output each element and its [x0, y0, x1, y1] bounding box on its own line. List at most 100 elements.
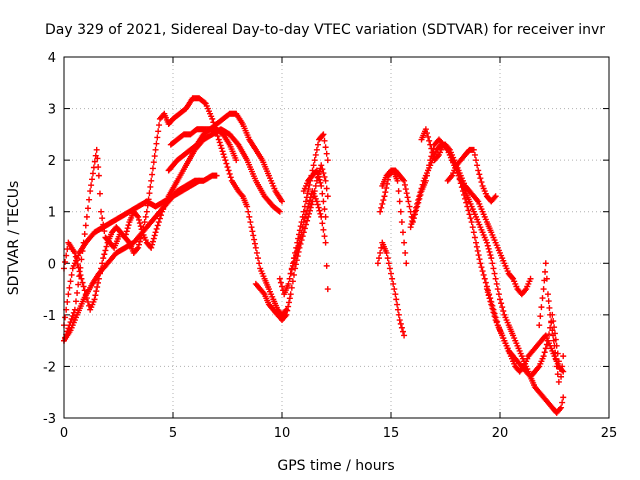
data-point: [551, 342, 558, 349]
data-point: [321, 206, 328, 213]
series-pass-15: [407, 141, 567, 375]
data-point: [306, 197, 313, 204]
data-point: [527, 275, 534, 282]
data-point: [319, 166, 326, 173]
data-point: [468, 219, 475, 226]
data-point: [402, 186, 409, 193]
data-point: [396, 317, 403, 324]
data-point: [220, 151, 227, 158]
data-point: [394, 177, 401, 184]
data-point: [536, 322, 543, 329]
data-point: [543, 275, 550, 282]
data-point: [282, 313, 289, 320]
x-axis-title: GPS time / hours: [277, 458, 394, 474]
data-point: [196, 177, 203, 184]
data-point: [313, 146, 320, 153]
data-point: [405, 198, 412, 205]
data-point: [491, 270, 498, 277]
data-point: [398, 324, 405, 331]
data-point: [284, 307, 291, 314]
data-point: [78, 275, 85, 282]
data-point: [497, 296, 503, 303]
data-point: [68, 271, 75, 278]
data-point: [317, 210, 324, 217]
data-point: [509, 274, 516, 281]
data-point: [394, 301, 401, 308]
data-point: [324, 193, 331, 200]
data-point: [94, 155, 101, 162]
y-tick-label: 2: [48, 154, 56, 169]
data-point: [428, 145, 435, 152]
data-point: [494, 286, 501, 293]
data-point: [314, 201, 321, 208]
data-point: [323, 150, 330, 157]
data-point: [286, 295, 293, 302]
data-point: [425, 133, 432, 140]
x-tick-label: 15: [383, 426, 400, 441]
data-point: [151, 153, 158, 160]
data-point: [540, 286, 547, 293]
x-tick-label: 0: [60, 426, 68, 441]
data-point: [101, 251, 108, 258]
data-point: [302, 211, 309, 218]
data-point: [483, 286, 490, 293]
data-point: [323, 262, 330, 269]
data-point: [321, 173, 328, 180]
data-point: [222, 157, 229, 164]
chart-title: Day 329 of 2021, Sidereal Day-to-day VTE…: [45, 22, 605, 38]
data-point: [379, 200, 386, 207]
data-point: [276, 275, 283, 282]
data-point: [253, 249, 260, 256]
data-point: [380, 197, 387, 204]
data-point: [251, 236, 258, 243]
data-point: [275, 207, 282, 214]
data-point: [403, 190, 410, 197]
data-point: [226, 170, 233, 177]
data-point: [71, 249, 78, 256]
data-point: [217, 142, 224, 149]
series-pass-5: [122, 95, 290, 318]
data-point: [288, 266, 295, 273]
data-point: [290, 258, 297, 265]
data-point: [306, 200, 313, 207]
data-point: [96, 270, 103, 277]
data-point: [154, 134, 161, 141]
data-point: [542, 260, 549, 267]
data-point: [320, 198, 327, 205]
data-point: [486, 248, 493, 255]
data-point: [558, 404, 565, 411]
data-point: [322, 177, 329, 184]
data-point: [124, 225, 131, 232]
data-point: [149, 238, 156, 245]
x-tick-label: 20: [492, 426, 509, 441]
data-point: [383, 184, 390, 191]
data-point: [311, 157, 318, 164]
data-point: [404, 194, 411, 201]
data-point: [135, 213, 142, 220]
data-point: [401, 181, 408, 188]
data-point: [74, 289, 81, 296]
data-point: [147, 183, 154, 190]
data-point: [477, 260, 484, 267]
data-point: [292, 252, 299, 259]
data-point: [156, 122, 163, 129]
data-point: [150, 235, 157, 242]
y-tick-label: 1: [48, 206, 56, 221]
data-point: [495, 291, 502, 298]
data-point: [214, 133, 221, 140]
data-point: [313, 198, 320, 205]
x-tick-label: 25: [601, 426, 618, 441]
x-tick-label: 10: [274, 426, 291, 441]
data-point: [491, 313, 498, 320]
data-point: [285, 299, 292, 306]
data-point: [402, 249, 409, 256]
data-point: [123, 228, 130, 235]
data-point: [318, 162, 325, 169]
data-point: [299, 224, 306, 231]
data-point: [411, 211, 418, 218]
data-point: [64, 298, 71, 305]
data-point: [399, 176, 406, 183]
data-point: [102, 247, 109, 254]
data-point: [315, 204, 322, 211]
data-point: [71, 306, 78, 313]
